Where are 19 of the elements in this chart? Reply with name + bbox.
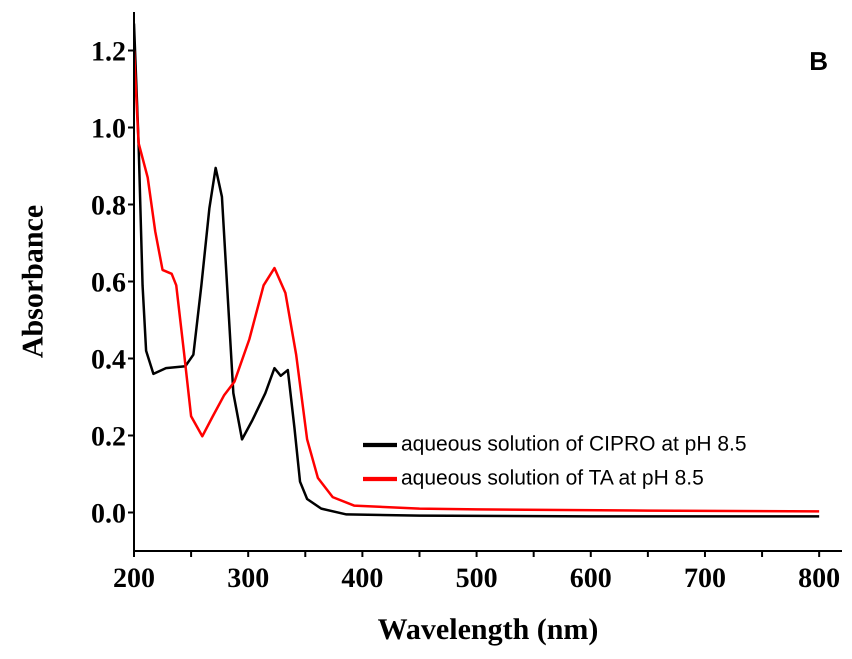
x-tick-label: 500 bbox=[456, 562, 498, 594]
y-tick-label: 1.0 bbox=[91, 113, 126, 144]
annotation: B bbox=[809, 46, 828, 77]
x-tick-label: 300 bbox=[227, 562, 270, 594]
x-axis-title: Wavelength (nm) bbox=[378, 613, 598, 646]
x-tick-label: 400 bbox=[341, 562, 384, 594]
legend-label: aqueous solution of CIPRO at pH 8.5 bbox=[401, 432, 747, 456]
x-tick-label: 600 bbox=[570, 562, 612, 594]
x-tick-label: 800 bbox=[798, 562, 840, 594]
y-tick-label: 0.0 bbox=[91, 498, 126, 530]
y-tick-label: 0.4 bbox=[91, 344, 126, 376]
y-tick-label: 0.6 bbox=[91, 267, 126, 298]
y-tick-label: 0.8 bbox=[91, 190, 126, 222]
y-tick-label: 1.2 bbox=[91, 36, 126, 68]
x-tick-label: 700 bbox=[684, 562, 726, 594]
x-tick-label: 200 bbox=[113, 562, 155, 594]
y-axis-title: Absorbance bbox=[16, 204, 50, 358]
legend-label: aqueous solution of TA at pH 8.5 bbox=[401, 466, 704, 490]
y-tick-label: 0.2 bbox=[91, 421, 126, 452]
